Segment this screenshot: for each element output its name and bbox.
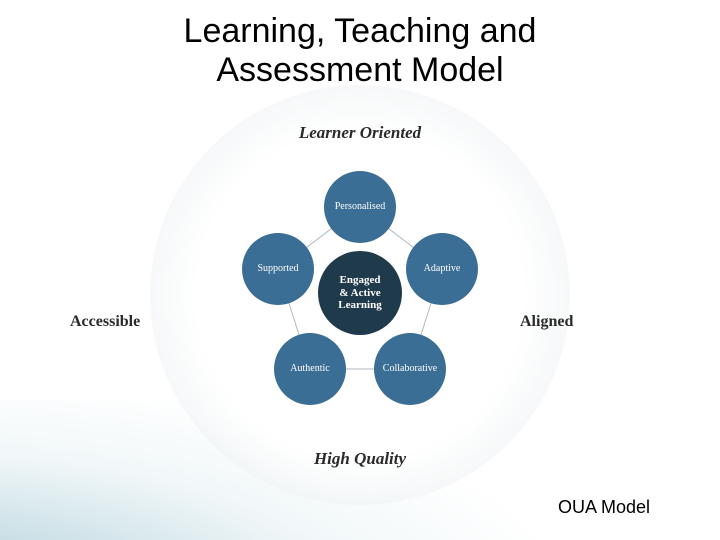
outer-label-2: Aligned — [520, 313, 573, 331]
title-line-2: Assessment Model — [216, 51, 503, 89]
outer-label-1: Accessible — [70, 313, 140, 331]
node-collaborative: Collaborative — [374, 333, 446, 405]
outer-label-3: High Quality — [314, 449, 406, 469]
node-center: Engaged& ActiveLearning — [318, 251, 402, 335]
node-personalised: Personalised — [324, 171, 396, 243]
page-title: Learning, Teaching and Assessment Model — [0, 12, 720, 90]
node-supported: Supported — [242, 233, 314, 305]
outer-label-0: Learner Oriented — [299, 123, 421, 143]
title-line-1: Learning, Teaching and — [184, 12, 537, 50]
node-authentic: Authentic — [274, 333, 346, 405]
diagram: Learner OrientedAccessibleAlignedHigh Qu… — [150, 105, 570, 485]
footer-label: OUA Model — [558, 497, 650, 518]
node-adaptive: Adaptive — [406, 233, 478, 305]
